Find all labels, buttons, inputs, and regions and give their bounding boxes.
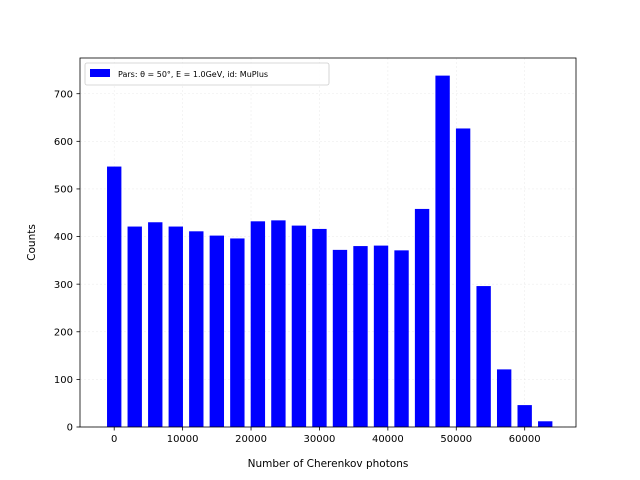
bar — [127, 226, 142, 427]
bar — [271, 220, 286, 427]
bar — [148, 222, 163, 427]
y-tick-label: 200 — [54, 327, 73, 338]
x-tick-label: 50000 — [440, 434, 472, 445]
y-tick-label: 500 — [54, 185, 73, 196]
bar — [332, 249, 348, 427]
bar — [538, 421, 553, 427]
bar — [517, 405, 532, 427]
bar — [107, 166, 122, 427]
legend-swatch — [90, 69, 110, 77]
x-tick-label: 10000 — [167, 434, 199, 445]
bar — [250, 221, 266, 427]
x-tick-label: 30000 — [304, 434, 336, 445]
bar — [394, 250, 409, 427]
bar — [230, 238, 245, 427]
bar — [496, 369, 512, 427]
bar — [476, 286, 491, 427]
bar — [435, 75, 450, 428]
x-tick-label: 60000 — [509, 434, 541, 445]
x-tick-label: 0 — [111, 434, 117, 445]
y-tick-label: 0 — [67, 423, 73, 434]
bar — [455, 128, 471, 427]
bar — [209, 235, 225, 427]
bar — [353, 246, 368, 427]
y-tick-label: 700 — [54, 89, 73, 100]
bar — [373, 245, 389, 427]
bar — [189, 231, 204, 427]
y-tick-label: 100 — [54, 375, 73, 386]
x-tick-label: 40000 — [372, 434, 404, 445]
y-tick-label: 600 — [54, 137, 73, 148]
x-ticks: 0 10000 20000 30000 40000 50000 60000 — [111, 427, 541, 445]
bars — [107, 75, 553, 428]
legend-box — [84, 62, 330, 86]
legend: Pars: θ = 50°, E = 1.0GeV, id: MuPlus — [84, 62, 330, 86]
bar — [414, 208, 430, 427]
plot-frame — [79, 57, 577, 428]
bar — [168, 226, 183, 427]
x-tick-label: 20000 — [235, 434, 267, 445]
legend-entry: Pars: θ = 50°, E = 1.0GeV, id: MuPlus — [118, 70, 268, 79]
y-tick-label: 400 — [54, 232, 73, 243]
x-axis-label: Number of Cherenkov photons — [248, 458, 409, 470]
y-axis-label: Counts — [26, 224, 38, 261]
y-tick-label: 300 — [54, 280, 73, 291]
y-ticks: 0 100 200 300 400 500 600 700 — [54, 89, 80, 434]
bar — [312, 228, 327, 427]
bar — [291, 225, 307, 427]
